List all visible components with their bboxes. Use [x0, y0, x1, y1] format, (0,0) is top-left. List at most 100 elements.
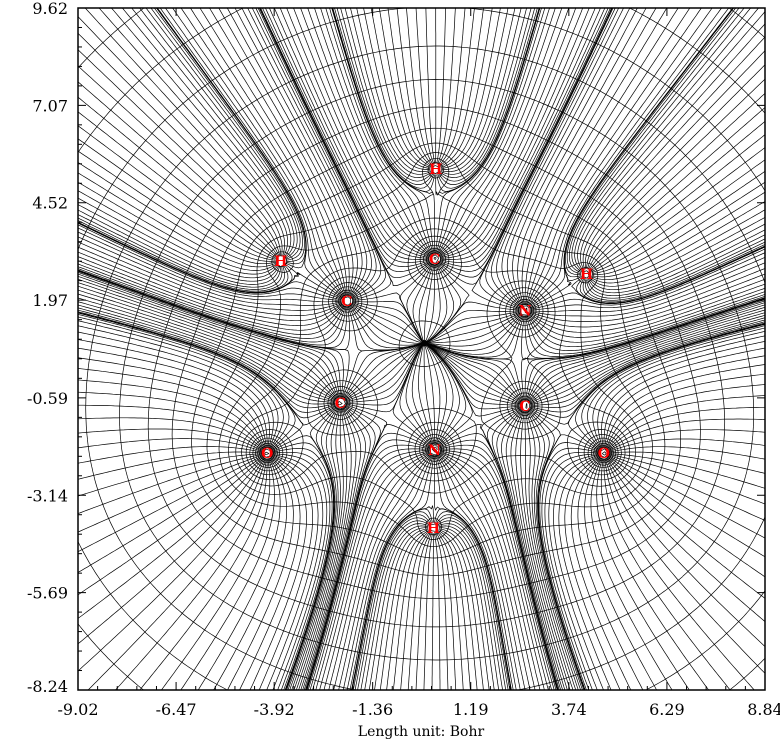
field-line — [558, 455, 612, 690]
field-line — [78, 81, 278, 258]
field-line — [298, 407, 352, 690]
field-line — [436, 8, 446, 164]
field-line — [320, 8, 433, 255]
field-line — [530, 319, 765, 406]
field-line — [601, 341, 765, 449]
field-line — [78, 172, 277, 268]
field-line — [78, 304, 336, 403]
field-line — [538, 442, 599, 690]
x-tick-label: -6.47 — [156, 700, 197, 719]
field-line — [319, 451, 430, 690]
field-line — [78, 282, 338, 399]
field-line — [302, 407, 362, 690]
contour-line — [245, 240, 626, 476]
field-line — [115, 458, 267, 690]
field-line — [525, 8, 679, 306]
field-line — [78, 453, 262, 497]
field-line — [529, 8, 734, 308]
field-line — [139, 458, 268, 690]
field-line — [400, 531, 431, 690]
field-line — [436, 514, 511, 690]
field-line — [439, 8, 596, 259]
field-line — [608, 438, 765, 452]
field-line — [78, 227, 342, 301]
field-line — [437, 531, 471, 690]
field-line — [411, 340, 433, 446]
atom-label-c-7: C — [335, 396, 346, 412]
contour-line — [218, 157, 653, 548]
field-line — [597, 335, 765, 449]
field-line — [78, 214, 282, 288]
field-line — [436, 8, 546, 255]
field-line — [515, 410, 568, 690]
field-line — [439, 8, 611, 272]
field-line — [565, 8, 737, 276]
field-line — [272, 442, 334, 690]
field-line — [350, 8, 431, 172]
field-line — [150, 8, 303, 261]
field-line — [78, 125, 276, 260]
field-line — [153, 8, 305, 262]
field-line — [352, 514, 431, 690]
field-line — [589, 120, 765, 271]
field-line — [139, 8, 298, 259]
field-line — [392, 341, 431, 447]
field-line — [529, 312, 765, 404]
field-line — [591, 181, 765, 276]
field-line — [293, 8, 430, 257]
field-line — [78, 456, 264, 573]
field-line — [437, 454, 521, 690]
field-line — [528, 409, 585, 690]
field-line — [439, 8, 590, 259]
field-line — [437, 8, 456, 165]
field-line — [530, 252, 765, 311]
field-line — [78, 456, 264, 596]
x-tick-label: 6.29 — [649, 700, 685, 719]
field-line — [579, 245, 765, 304]
field-line — [325, 8, 433, 255]
field-line — [530, 248, 765, 310]
field-line — [587, 234, 765, 297]
field-line — [272, 447, 333, 690]
field-line — [78, 457, 265, 619]
field-line — [351, 511, 432, 690]
field-line — [584, 50, 765, 269]
atom-label-c-5: C — [341, 294, 352, 310]
field-line — [344, 8, 432, 175]
field-line — [608, 429, 765, 452]
field-line — [438, 452, 536, 690]
field-line — [78, 222, 342, 300]
field-line — [607, 406, 765, 450]
field-line — [78, 316, 284, 449]
field-line — [349, 454, 434, 690]
field-line — [438, 424, 559, 690]
field-line — [78, 181, 277, 271]
field-line — [78, 65, 279, 257]
field-line — [78, 404, 264, 450]
field-line — [387, 8, 432, 167]
field-line — [600, 458, 710, 690]
field-line — [273, 8, 430, 259]
y-tick-label: 7.07 — [32, 96, 68, 115]
field-line — [78, 453, 263, 514]
field-line — [342, 454, 433, 690]
y-tick-label: -5.69 — [27, 584, 68, 603]
field-line — [441, 8, 509, 170]
axis-ticks: -9.02 -6.47 -3.92 -1.36 1.19 3.74 6.29 8.84 9.62… — [27, 0, 780, 719]
field-line — [266, 454, 319, 690]
field-line — [590, 134, 765, 272]
field-line — [529, 314, 765, 405]
field-line — [78, 32, 281, 256]
contour-line — [235, 165, 636, 536]
field-line — [439, 8, 536, 182]
x-axis-label: Length unit: Bohr — [358, 724, 485, 740]
field-line — [591, 201, 765, 281]
field-line — [78, 457, 265, 645]
field-line — [439, 8, 606, 263]
field-line — [312, 449, 430, 690]
field-line — [78, 276, 339, 399]
field-line — [78, 285, 337, 400]
field-line — [368, 527, 429, 690]
field-line — [603, 458, 731, 690]
